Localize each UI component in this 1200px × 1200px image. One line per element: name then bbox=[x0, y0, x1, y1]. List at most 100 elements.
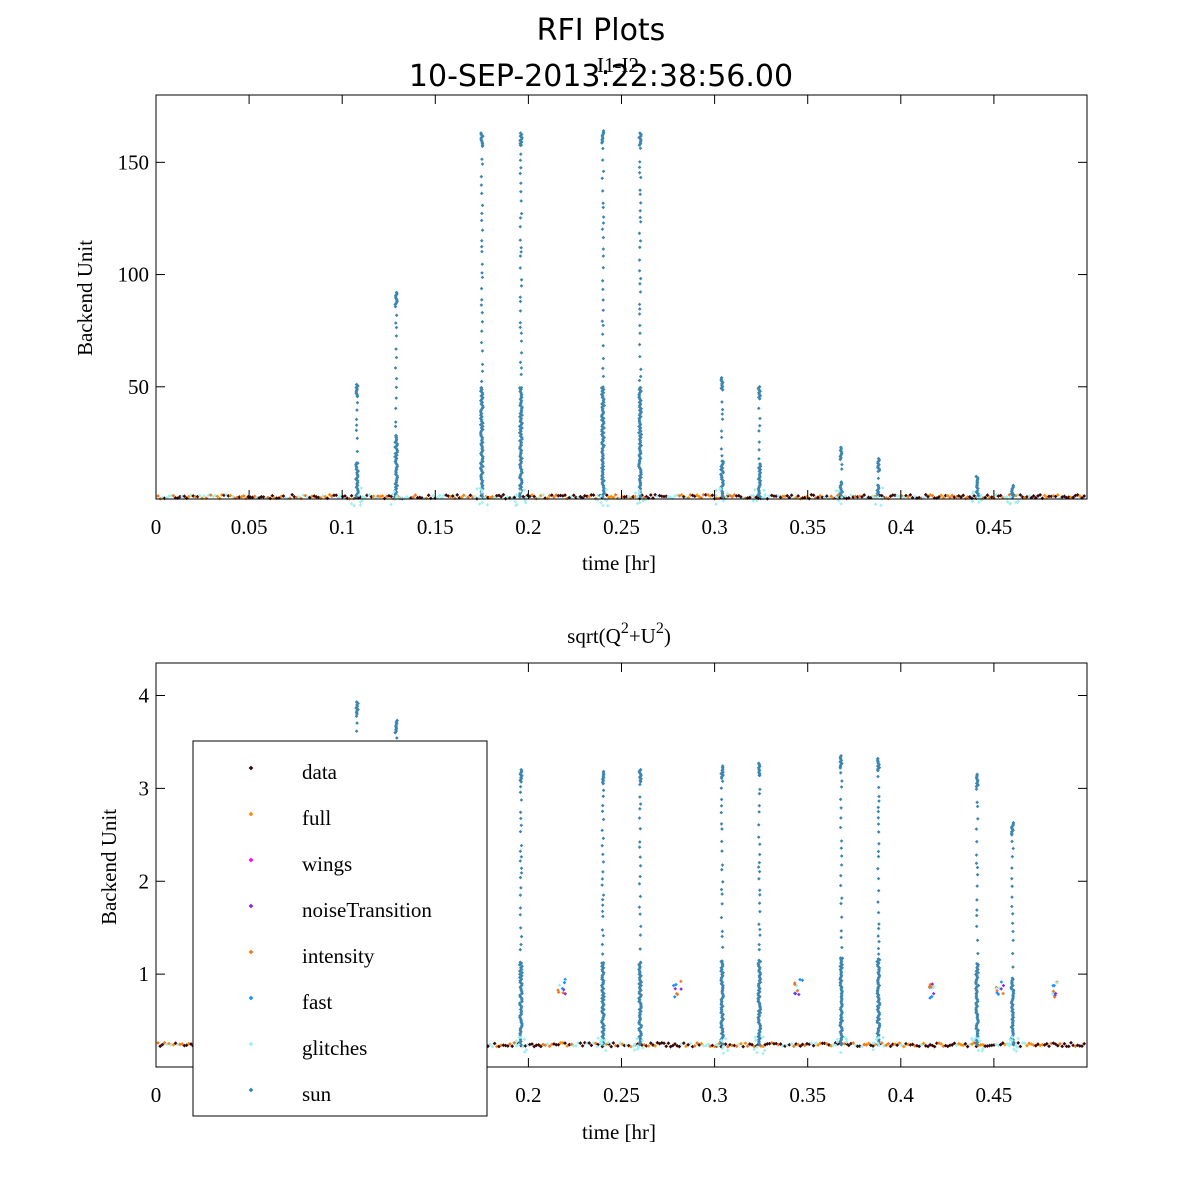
x-tick-label: 0.35 bbox=[789, 1083, 826, 1107]
glitch-point bbox=[1012, 1047, 1016, 1052]
glitch-point bbox=[1005, 500, 1010, 504]
baseline-point bbox=[343, 494, 347, 498]
glitch-point bbox=[752, 1047, 757, 1052]
baseline-point bbox=[349, 493, 354, 498]
sun-point bbox=[876, 476, 881, 481]
baseline-point bbox=[1058, 1041, 1062, 1046]
legend-label-intensity: intensity bbox=[302, 944, 375, 968]
sun-point bbox=[354, 417, 359, 422]
baseline-point bbox=[215, 494, 220, 499]
sun-point bbox=[355, 436, 360, 441]
sun-point bbox=[480, 228, 485, 233]
baseline-point bbox=[829, 494, 834, 499]
glitch-point bbox=[716, 1043, 720, 1048]
sun-point bbox=[1010, 895, 1014, 899]
glitch-point bbox=[602, 1038, 607, 1043]
sun-point bbox=[974, 913, 979, 918]
sun-point bbox=[720, 400, 724, 404]
glitch-point bbox=[635, 501, 640, 506]
intensity-point bbox=[996, 992, 1001, 997]
sun-point bbox=[518, 859, 523, 863]
sun-point bbox=[719, 797, 724, 802]
sun-point bbox=[876, 805, 881, 810]
sun-point bbox=[757, 429, 761, 433]
x-tick-label: 0.45 bbox=[976, 1083, 1013, 1107]
sun-point bbox=[393, 494, 397, 499]
baseline-point bbox=[1031, 494, 1036, 498]
sun-point bbox=[876, 946, 881, 951]
glitch-point bbox=[835, 1037, 840, 1042]
glitch-point bbox=[1010, 1038, 1014, 1043]
sun-point bbox=[756, 1038, 761, 1042]
top-y-axis-label: Backend Unit bbox=[73, 240, 97, 356]
sun-point bbox=[355, 400, 360, 405]
baseline-point bbox=[712, 1044, 717, 1049]
sun-point bbox=[637, 1034, 642, 1039]
sun-point bbox=[976, 983, 981, 988]
y-tick-label: 4 bbox=[139, 684, 150, 708]
sun-point bbox=[637, 342, 642, 347]
sun-point bbox=[720, 779, 725, 784]
baseline-point bbox=[926, 494, 930, 499]
intensity-point bbox=[1052, 983, 1056, 988]
sun-point bbox=[838, 883, 843, 888]
x-tick-label: 0.35 bbox=[789, 515, 826, 539]
baseline-point bbox=[818, 1041, 823, 1046]
baseline-point bbox=[1049, 494, 1054, 499]
baseline-point bbox=[578, 1041, 583, 1046]
baseline-point bbox=[866, 1041, 871, 1046]
sun-point bbox=[601, 794, 606, 799]
sun-point bbox=[601, 247, 606, 251]
baseline-point bbox=[604, 1042, 609, 1047]
sun-point bbox=[356, 707, 360, 712]
baseline-point bbox=[937, 494, 941, 499]
baseline-point bbox=[800, 1042, 805, 1047]
sun-point bbox=[600, 952, 605, 956]
sun-point bbox=[519, 189, 523, 194]
glitch-point bbox=[633, 491, 638, 495]
glitch-point bbox=[605, 503, 610, 508]
sun-point bbox=[480, 349, 485, 353]
sun-point bbox=[875, 1031, 880, 1036]
baseline-point bbox=[497, 1044, 501, 1049]
sun-point bbox=[720, 412, 725, 416]
baseline-point bbox=[728, 1042, 732, 1047]
glitch-point bbox=[518, 489, 522, 494]
sun-point bbox=[638, 201, 643, 205]
top-data-points bbox=[156, 129, 1087, 508]
baseline-point bbox=[939, 1042, 944, 1046]
sun-point bbox=[974, 787, 979, 791]
sun-point bbox=[601, 374, 606, 379]
sun-point bbox=[638, 795, 642, 799]
sun-point bbox=[600, 227, 605, 232]
baseline-point bbox=[703, 492, 708, 497]
baseline-point bbox=[846, 1043, 851, 1048]
glitch-point bbox=[845, 1039, 849, 1044]
baseline-point bbox=[239, 494, 244, 499]
baseline-point bbox=[602, 1043, 607, 1048]
baseline-point bbox=[952, 1041, 957, 1046]
sun-point bbox=[876, 910, 881, 915]
glitch-point bbox=[603, 1048, 608, 1053]
baseline-point bbox=[1060, 1044, 1065, 1049]
baseline-point bbox=[450, 494, 455, 498]
baseline-point bbox=[717, 496, 721, 501]
sun-point bbox=[518, 325, 523, 330]
baseline-point bbox=[890, 1042, 895, 1047]
legend-marker-glitches bbox=[248, 1041, 254, 1047]
baseline-point bbox=[1062, 494, 1067, 499]
glitch-point bbox=[514, 503, 518, 508]
baseline-point bbox=[739, 1041, 743, 1046]
glitch-point bbox=[522, 1037, 527, 1041]
baseline-point bbox=[624, 494, 629, 499]
baseline-point bbox=[607, 1042, 611, 1047]
baseline-point bbox=[983, 495, 988, 500]
sun-point bbox=[393, 302, 398, 307]
sun-point bbox=[720, 453, 724, 458]
sun-point bbox=[600, 319, 605, 324]
sun-point bbox=[519, 871, 524, 875]
baseline-point bbox=[585, 1041, 589, 1046]
sun-point bbox=[638, 414, 643, 419]
baseline-point bbox=[1077, 494, 1082, 498]
sun-point bbox=[394, 313, 399, 318]
